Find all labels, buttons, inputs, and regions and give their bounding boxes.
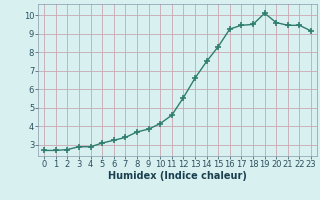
- X-axis label: Humidex (Indice chaleur): Humidex (Indice chaleur): [108, 171, 247, 181]
